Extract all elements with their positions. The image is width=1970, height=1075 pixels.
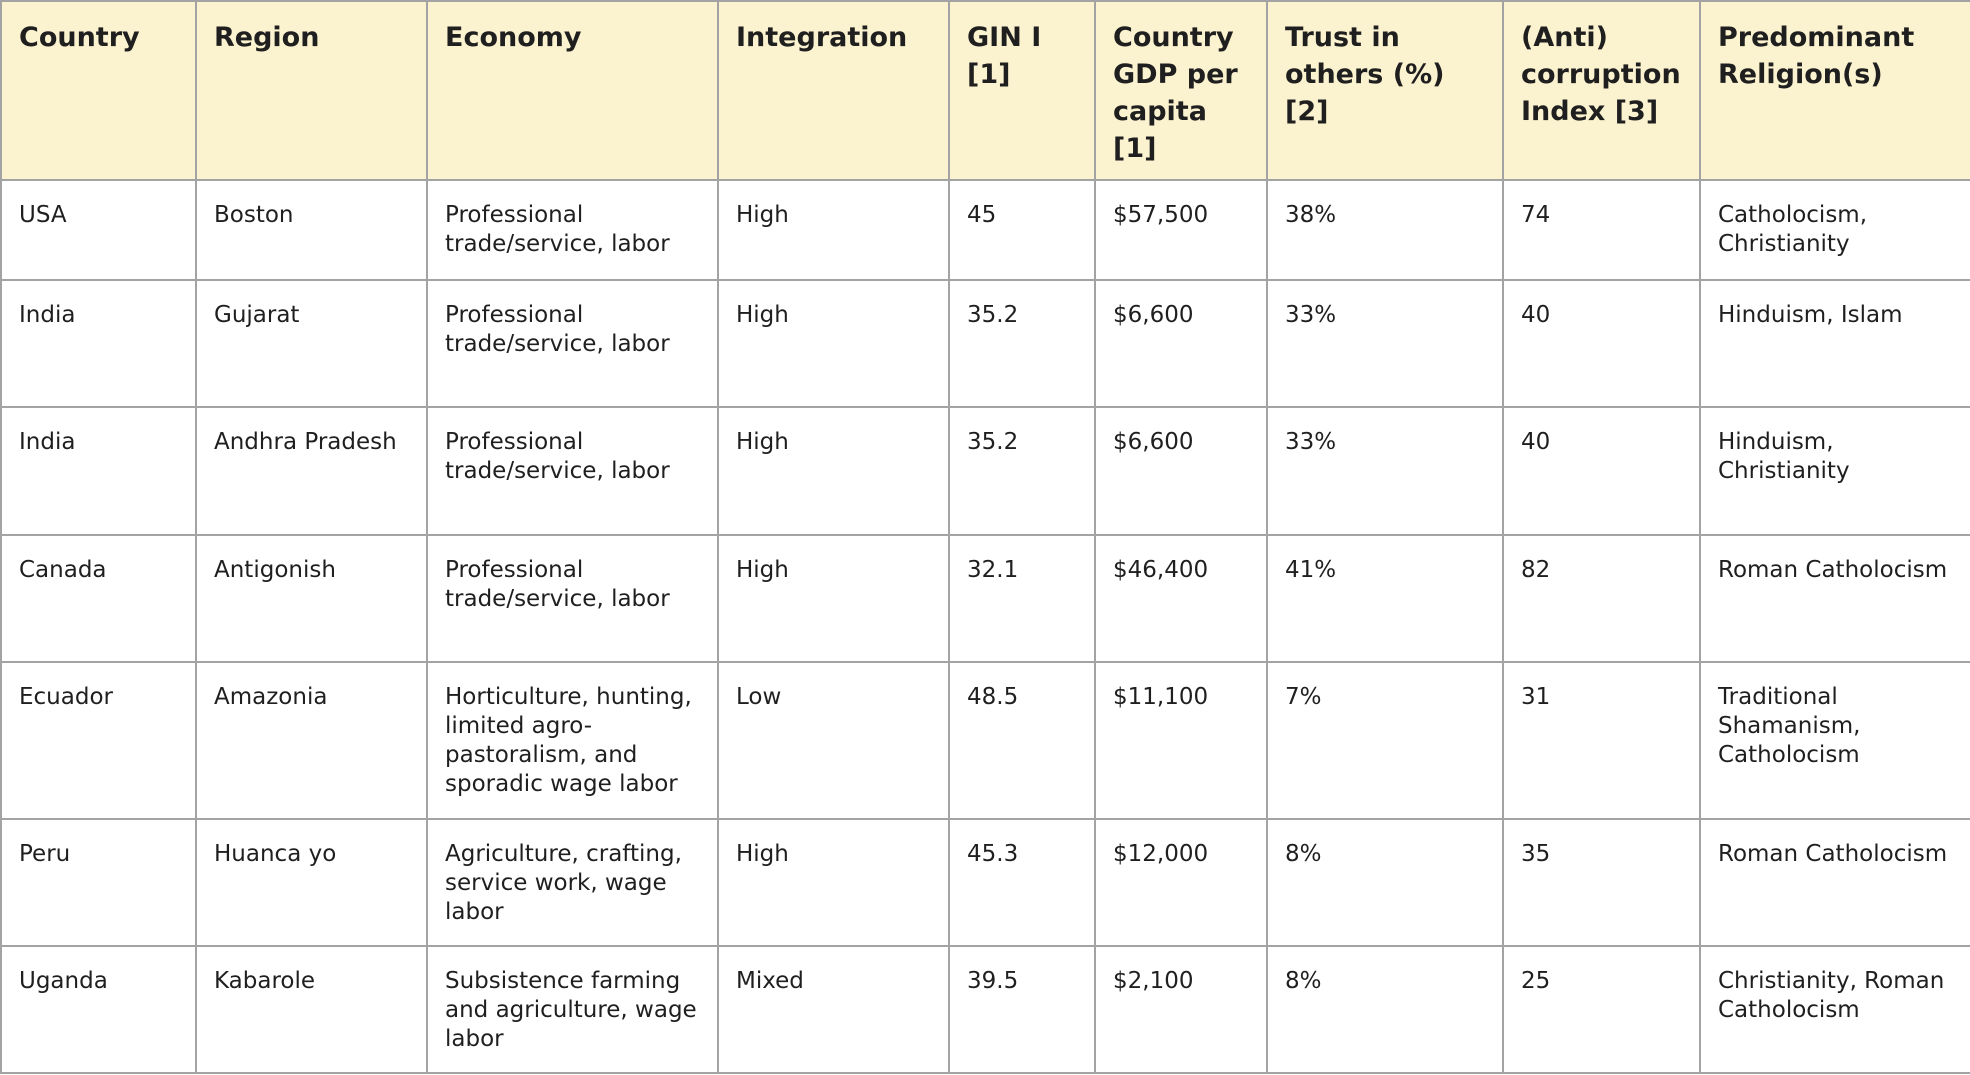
table-body: USA Boston Professional trade/service, l… [0, 179, 1970, 1074]
cell-gdp-per-capita: $11,100 [1094, 661, 1268, 820]
cell-gini: 35.2 [948, 279, 1096, 408]
cell-region: Boston [195, 179, 428, 281]
cell-gdp-per-capita: $6,600 [1094, 279, 1268, 408]
cell-region: Kabarole [195, 945, 428, 1074]
header-integration: Integration [717, 0, 950, 181]
cell-gdp-per-capita: $46,400 [1094, 534, 1268, 663]
cell-integration: High [717, 818, 950, 947]
cell-economy: Subsistence farming and agriculture, wag… [426, 945, 719, 1074]
cell-country: India [0, 406, 197, 536]
cell-integration: High [717, 179, 950, 281]
header-gini: GIN I [1] [948, 0, 1096, 181]
cell-integration: Mixed [717, 945, 950, 1074]
cell-integration: High [717, 406, 950, 536]
cell-gini: 35.2 [948, 406, 1096, 536]
cell-country: Peru [0, 818, 197, 947]
cell-country: Canada [0, 534, 197, 663]
cell-gdp-per-capita: $2,100 [1094, 945, 1268, 1074]
cell-region: Antigonish [195, 534, 428, 663]
header-region: Region [195, 0, 428, 181]
cell-corruption-index: 31 [1502, 661, 1701, 820]
cell-country: India [0, 279, 197, 408]
cell-religion: Hinduism, Islam [1699, 279, 1970, 408]
cell-corruption-index: 40 [1502, 406, 1701, 536]
cell-trust-in-others: 41% [1266, 534, 1504, 663]
table-row: Uganda Kabarole Subsistence farming and … [0, 945, 1970, 1074]
cell-religion: Catholocism, Christianity [1699, 179, 1970, 281]
table-row: Peru Huanca yo Agriculture, crafting, se… [0, 818, 1970, 947]
cell-religion: Hinduism, Christianity [1699, 406, 1970, 536]
cell-country: USA [0, 179, 197, 281]
cell-corruption-index: 25 [1502, 945, 1701, 1074]
cell-economy: Professional trade/service, labor [426, 406, 719, 536]
cell-trust-in-others: 38% [1266, 179, 1504, 281]
cell-religion: Traditional Shamanism, Catholocism [1699, 661, 1970, 820]
cell-country: Uganda [0, 945, 197, 1074]
cell-gini: 48.5 [948, 661, 1096, 820]
cell-corruption-index: 74 [1502, 179, 1701, 281]
cell-region: Amazonia [195, 661, 428, 820]
cell-gdp-per-capita: $57,500 [1094, 179, 1268, 281]
header-row: Country Region Economy Integration GIN I… [0, 0, 1970, 181]
cell-economy: Professional trade/service, labor [426, 179, 719, 281]
cell-gini: 39.5 [948, 945, 1096, 1074]
header-corruption-index: (Anti) corruption Index [3] [1502, 0, 1701, 181]
cell-trust-in-others: 7% [1266, 661, 1504, 820]
cell-gdp-per-capita: $6,600 [1094, 406, 1268, 536]
cell-gini: 32.1 [948, 534, 1096, 663]
cell-economy: Professional trade/service, labor [426, 534, 719, 663]
table-row: Ecuador Amazonia Horticulture, hunting, … [0, 661, 1970, 820]
cell-integration: Low [717, 661, 950, 820]
cell-gini: 45 [948, 179, 1096, 281]
cell-economy: Professional trade/service, labor [426, 279, 719, 408]
cell-gini: 45.3 [948, 818, 1096, 947]
cell-economy: Agriculture, crafting, service work, wag… [426, 818, 719, 947]
cell-region: Gujarat [195, 279, 428, 408]
cell-corruption-index: 40 [1502, 279, 1701, 408]
cell-integration: High [717, 534, 950, 663]
table-row: Canada Antigonish Professional trade/ser… [0, 534, 1970, 663]
cell-religion: Roman Catholocism [1699, 534, 1970, 663]
cell-gdp-per-capita: $12,000 [1094, 818, 1268, 947]
table-header: Country Region Economy Integration GIN I… [0, 0, 1970, 181]
cell-religion: Roman Catholocism [1699, 818, 1970, 947]
cell-economy: Horticulture, hunting, limited agro-past… [426, 661, 719, 820]
cell-corruption-index: 82 [1502, 534, 1701, 663]
cell-region: Andhra Pradesh [195, 406, 428, 536]
cell-trust-in-others: 8% [1266, 945, 1504, 1074]
cell-country: Ecuador [0, 661, 197, 820]
header-gdp-per-capita: Country GDP per capita [1] [1094, 0, 1268, 181]
cell-trust-in-others: 33% [1266, 406, 1504, 536]
table-row: India Andhra Pradesh Professional trade/… [0, 406, 1970, 536]
table-row: India Gujarat Professional trade/service… [0, 279, 1970, 408]
cell-religion: Christianity, Roman Catholocism [1699, 945, 1970, 1074]
header-religion: Predominant Religion(s) [1699, 0, 1970, 181]
cell-trust-in-others: 8% [1266, 818, 1504, 947]
header-economy: Economy [426, 0, 719, 181]
cell-trust-in-others: 33% [1266, 279, 1504, 408]
header-country: Country [0, 0, 197, 181]
cell-integration: High [717, 279, 950, 408]
cell-region: Huanca yo [195, 818, 428, 947]
header-trust-in-others: Trust in others (%)[2] [1266, 0, 1504, 181]
table-row: USA Boston Professional trade/service, l… [0, 179, 1970, 281]
cell-corruption-index: 35 [1502, 818, 1701, 947]
